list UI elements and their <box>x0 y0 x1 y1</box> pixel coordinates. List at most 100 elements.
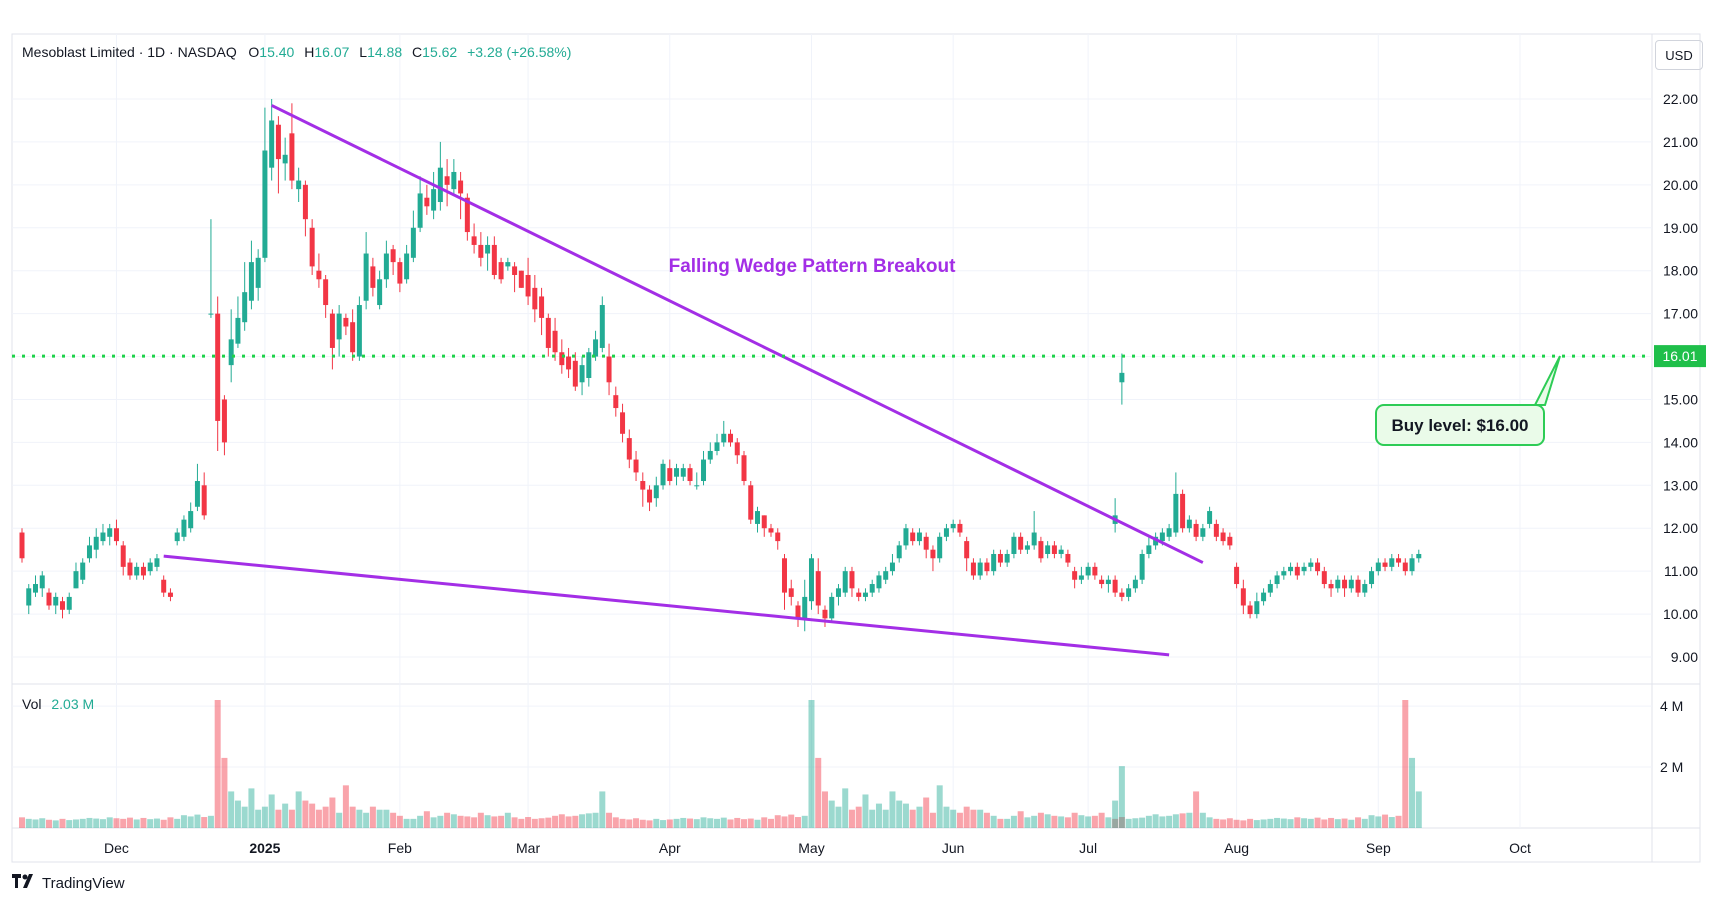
candle-body <box>188 511 194 529</box>
currency-button[interactable]: USD <box>1655 40 1703 70</box>
candle-body <box>694 485 700 487</box>
volume-bar <box>356 809 363 828</box>
volume-value: 2.03 M <box>51 696 95 712</box>
candle-body <box>822 609 828 619</box>
candle-body <box>1335 579 1341 589</box>
candle-body <box>829 596 835 619</box>
volume-bar <box>1388 817 1395 828</box>
candle-body <box>991 553 997 572</box>
volume-bar <box>923 797 930 828</box>
candle-body <box>518 270 524 288</box>
tradingview-logo-icon <box>12 874 38 892</box>
candle-body <box>1153 536 1159 546</box>
volume-bar <box>113 818 120 828</box>
low-label: L <box>359 44 368 60</box>
volume-bar <box>167 817 174 828</box>
candle-body <box>761 515 767 529</box>
y-tick-label: 9.00 <box>1671 649 1698 665</box>
volume-bar <box>106 817 113 828</box>
candle-body <box>471 236 477 245</box>
buy-level-callout-label: Buy level: $16.00 <box>1391 416 1528 435</box>
candle-body <box>559 352 565 366</box>
change-value: +3.28 (+26.58%) <box>467 44 572 60</box>
volume-bar <box>1274 817 1281 828</box>
volume-bar <box>1415 791 1422 828</box>
volume-bar <box>970 809 977 828</box>
candle-body <box>1288 566 1294 572</box>
y-tick-label: 21.00 <box>1663 134 1698 150</box>
volume-bar <box>660 820 667 828</box>
volume-bar <box>1409 757 1416 828</box>
volume-bar <box>1294 817 1301 828</box>
volume-bar <box>59 818 66 828</box>
volume-bar <box>464 816 471 828</box>
buy-level-callout <box>1375 404 1545 446</box>
volume-bar <box>653 818 660 828</box>
candle-body <box>943 528 949 537</box>
candle-body <box>1382 562 1388 567</box>
candle-body <box>363 253 369 301</box>
candle-body <box>107 528 113 537</box>
volume-bar <box>396 815 403 828</box>
volume-bar <box>848 809 855 828</box>
volume-bar <box>1247 818 1254 828</box>
candle-body <box>235 317 241 344</box>
candle-body <box>26 588 32 606</box>
volume-bar <box>801 815 808 828</box>
volume-bar <box>767 818 774 828</box>
x-tick-label: Jun <box>942 840 965 856</box>
volume-bar <box>558 814 565 828</box>
candle-body <box>194 481 200 507</box>
volume-bar <box>1031 815 1038 828</box>
candle-body <box>1058 549 1064 554</box>
volume-bar <box>983 812 990 828</box>
volume-bar <box>1321 819 1328 828</box>
candle-body <box>1072 571 1078 580</box>
candle-body <box>572 360 578 387</box>
volume-bar <box>1017 811 1024 828</box>
volume-bar <box>79 818 86 828</box>
volume-bar <box>477 812 484 828</box>
candle-body <box>1321 571 1327 585</box>
volume-bar <box>369 806 376 828</box>
close-value: 15.62 <box>422 44 458 60</box>
candle-body <box>1045 545 1051 554</box>
candle-body <box>208 313 214 315</box>
candle-body <box>485 244 491 254</box>
volume-bar <box>72 819 79 828</box>
candle-body <box>842 571 848 593</box>
candle-body <box>957 523 963 533</box>
volume-bar <box>862 794 869 828</box>
volume-bar <box>882 809 889 828</box>
volume-bar <box>788 814 795 828</box>
candle-body <box>248 262 254 301</box>
volume-bar <box>268 794 275 828</box>
volume-bar <box>349 806 356 828</box>
candle-body <box>377 279 383 306</box>
volume-bar <box>1402 700 1409 828</box>
candle-body <box>1240 588 1246 606</box>
volume-bar <box>585 813 592 828</box>
y-tick-label: 18.00 <box>1663 263 1698 279</box>
volume-bar <box>889 791 896 828</box>
candle-body <box>120 545 126 567</box>
candle-body <box>1254 601 1260 615</box>
volume-bar <box>52 820 59 828</box>
y-tick-label: 17.00 <box>1663 306 1698 322</box>
volume-bar <box>1112 800 1119 828</box>
candle-body <box>1139 553 1145 580</box>
volume-bar <box>126 817 133 828</box>
candle-body <box>1166 528 1172 537</box>
volume-bar <box>187 816 194 828</box>
volume-bar <box>869 809 876 828</box>
volume-bar <box>794 817 801 828</box>
candle-body <box>950 523 956 529</box>
volume-bar <box>1213 818 1220 828</box>
tradingview-brand[interactable]: TradingView <box>12 874 125 892</box>
low-value: 14.88 <box>367 44 403 60</box>
volume-bar <box>909 809 916 828</box>
candle-body <box>1213 523 1219 537</box>
candle-body <box>1031 532 1037 546</box>
candle-body <box>586 352 592 378</box>
